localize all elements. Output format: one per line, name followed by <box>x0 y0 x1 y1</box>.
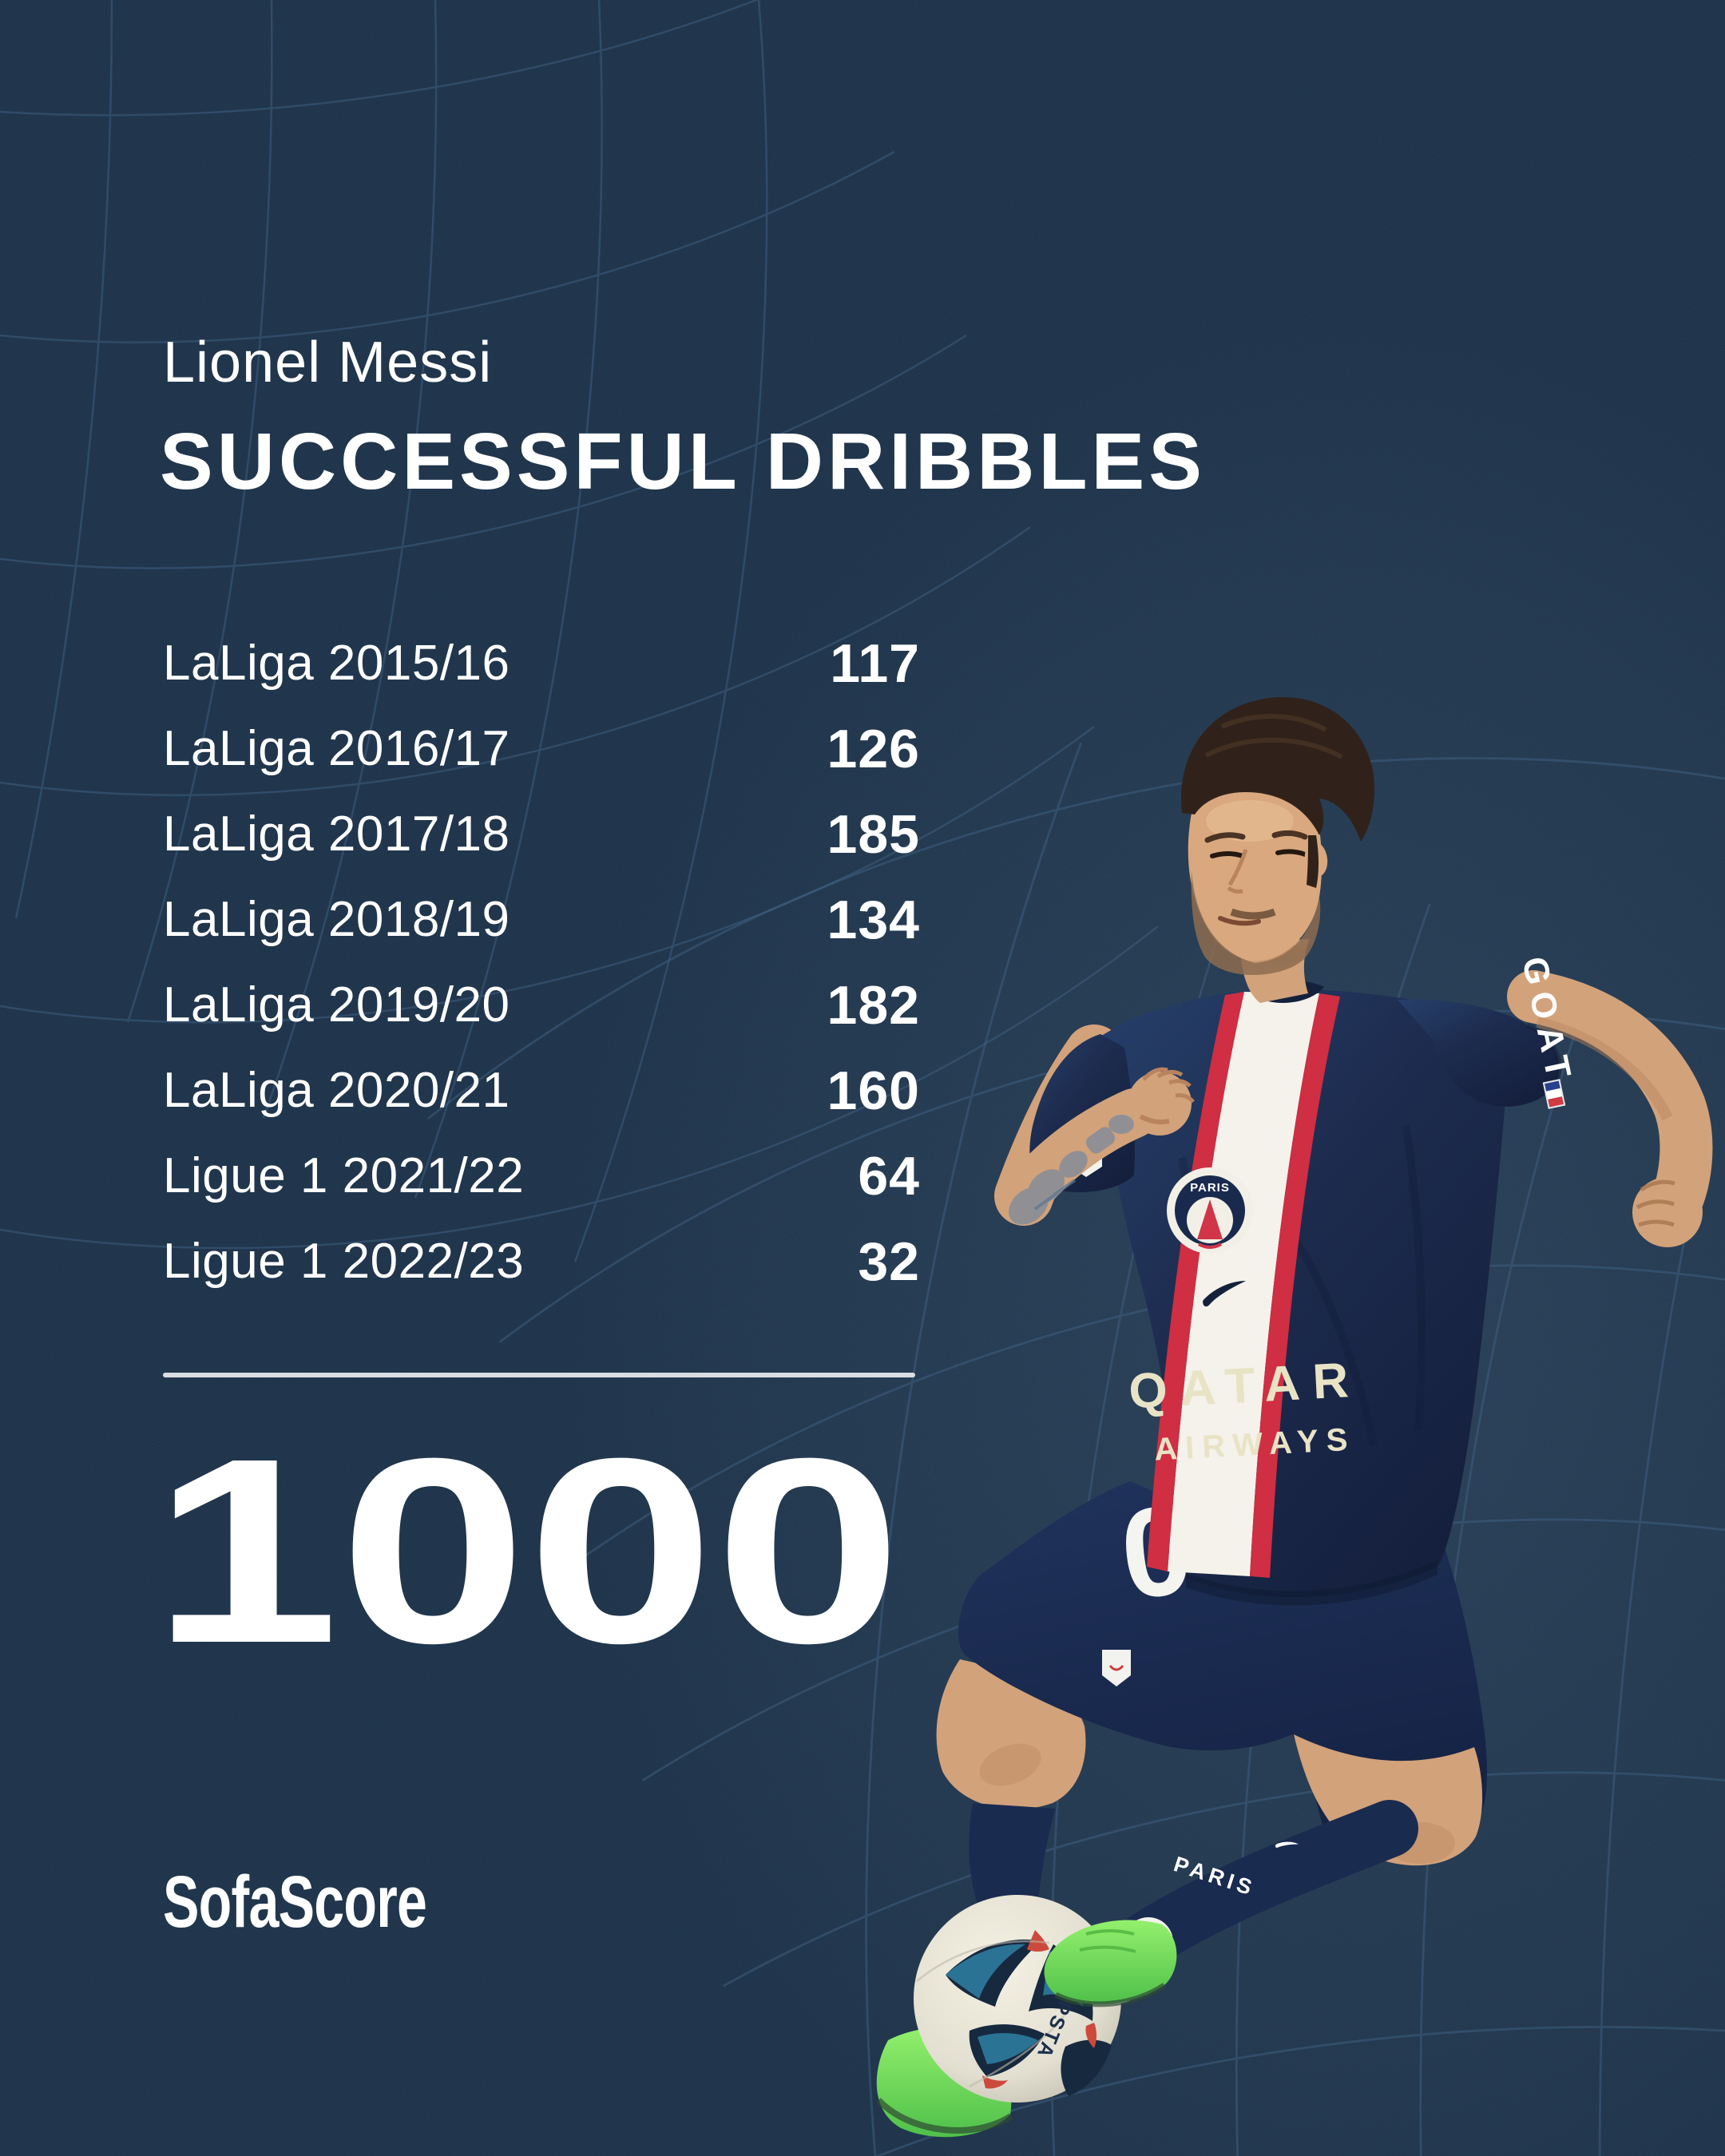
crest-text: PARIS <box>1190 1181 1230 1195</box>
table-row: LaLiga 2018/19 134 <box>163 877 920 962</box>
stats-table: LaLiga 2015/16 117 LaLiga 2016/17 126 LaLi… <box>163 620 920 1304</box>
jersey-stripe-red-left <box>1147 992 1244 1571</box>
season-value: 126 <box>827 718 920 779</box>
season-label: LaLiga 2020/21 <box>163 1063 510 1118</box>
table-row: LaLiga 2020/21 160 <box>163 1048 920 1133</box>
tattoos <box>1008 1115 1134 1225</box>
fist <box>1632 1177 1703 1247</box>
player-leading-leg: PARIS <box>1044 1734 1483 2007</box>
sock <box>1117 1800 1418 1969</box>
divider-line <box>163 1373 915 1377</box>
player-jersey: GOAT PARIS QATAR AIR <box>1029 953 1580 1606</box>
shorts-patch <box>1102 1650 1131 1686</box>
season-label: LaLiga 2016/17 <box>163 721 510 776</box>
table-row: Ligue 1 2021/22 64 <box>163 1133 920 1219</box>
jersey-stripe-red-right <box>1250 993 1340 1578</box>
right-boot <box>1044 1920 1177 2004</box>
beard <box>1191 870 1321 976</box>
table-row: LaLiga 2019/20 182 <box>163 962 920 1048</box>
season-value: 160 <box>827 1060 920 1121</box>
player-arm-extended <box>1507 970 1713 1247</box>
season-label: Ligue 1 2022/23 <box>163 1234 525 1289</box>
french-flag-patch <box>1542 1079 1566 1109</box>
season-label: LaLiga 2019/20 <box>163 977 510 1032</box>
sock-swoosh-icon <box>1275 1841 1299 1848</box>
player-head <box>1180 697 1375 1003</box>
page-title: SUCCESSFUL DRIBBLES <box>160 417 1206 506</box>
season-label: Ligue 1 2021/22 <box>163 1148 525 1203</box>
season-value: 117 <box>830 632 920 694</box>
season-value: 32 <box>858 1231 920 1292</box>
jersey-sponsor-line1: QATAR <box>1128 1352 1362 1419</box>
season-value: 182 <box>827 974 920 1036</box>
season-value: 64 <box>858 1145 920 1207</box>
psg-crest: PARIS <box>1167 1167 1253 1254</box>
football: KIPSTA <box>914 1895 1121 2102</box>
season-label: LaLiga 2017/18 <box>163 807 510 862</box>
table-row: LaLiga 2017/18 185 <box>163 791 920 877</box>
season-label: LaLiga 2015/16 <box>163 636 510 691</box>
table-row: LaLiga 2016/17 126 <box>163 706 920 791</box>
season-value: 134 <box>827 889 920 950</box>
player-photo: 0 GOAT <box>876 697 1713 2138</box>
eyes <box>1210 849 1307 858</box>
sofascore-logo: SofaScore <box>163 1861 427 1943</box>
season-label: LaLiga 2018/19 <box>163 892 510 947</box>
nike-swoosh-icon <box>1203 1281 1247 1307</box>
jersey-stripe-white <box>1168 992 1319 1576</box>
table-row: LaLiga 2015/16 117 <box>163 620 920 706</box>
season-value: 185 <box>827 803 920 865</box>
player-forearm-raised <box>999 1067 1195 1225</box>
player-name: Lionel Messi <box>163 331 493 394</box>
eiffel-tower-icon <box>1197 1199 1223 1239</box>
table-row: Ligue 1 2022/23 32 <box>163 1219 920 1304</box>
hair <box>1180 697 1375 842</box>
total-value: 1000 <box>152 1403 902 1698</box>
